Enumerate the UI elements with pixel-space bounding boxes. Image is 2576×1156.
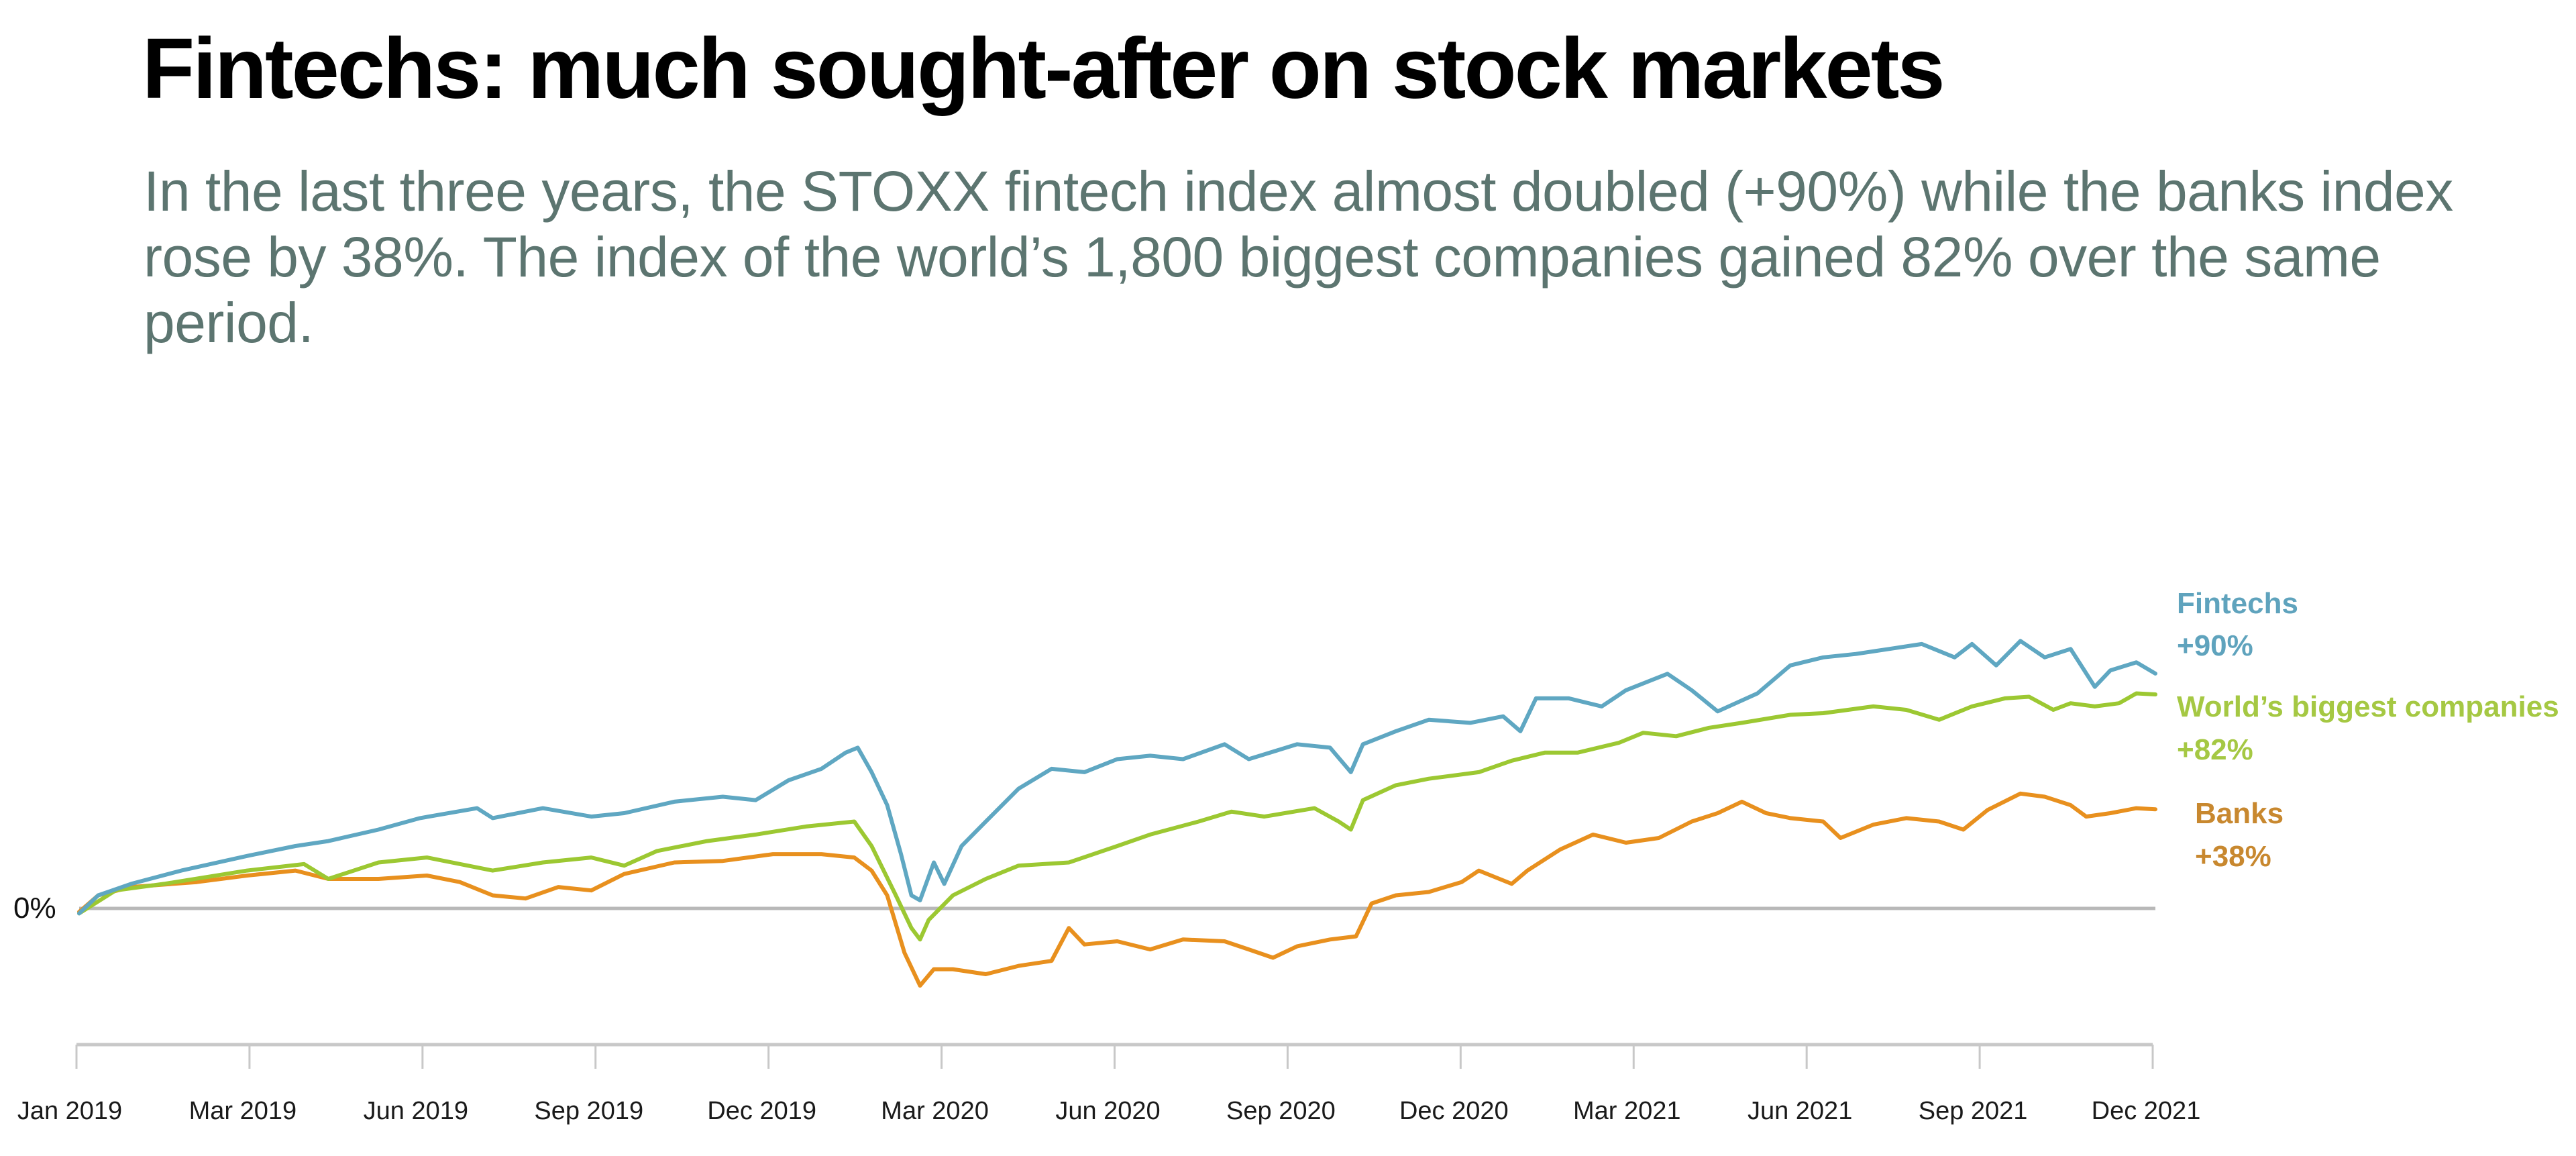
series-line-banks bbox=[77, 791, 2157, 988]
page-title: Fintechs: much sought-after on stock mar… bbox=[142, 21, 1945, 117]
x-tick-label: Dec 2021 bbox=[2092, 1097, 2201, 1125]
x-tick-label: Jun 2020 bbox=[1055, 1097, 1160, 1125]
x-tick-label: Dec 2019 bbox=[707, 1097, 816, 1125]
x-tick-label: Mar 2019 bbox=[189, 1097, 297, 1125]
x-tick-label: Dec 2020 bbox=[1399, 1097, 1509, 1125]
series-line-fintechs bbox=[77, 639, 2157, 916]
zero-percent-label: 0% bbox=[13, 892, 56, 925]
series-line-world-s-biggest-companies bbox=[77, 691, 2157, 942]
x-tick-label: Jan 2019 bbox=[17, 1097, 122, 1125]
x-tick-label: Jun 2021 bbox=[1748, 1097, 1852, 1125]
x-axis: Jan 2019 Mar 2019 Jun 2019 Sep 2019 Dec 2019… bbox=[17, 1043, 2201, 1125]
x-tick-label: Sep 2019 bbox=[534, 1097, 643, 1125]
x-tick-label: Sep 2020 bbox=[1226, 1097, 1336, 1125]
legend-value-banks: +38% bbox=[2195, 840, 2271, 873]
x-tick-label: Mar 2020 bbox=[881, 1097, 989, 1125]
legend-name-banks: Banks bbox=[2195, 797, 2284, 830]
legend-name-world-s-biggest-companies: World’s biggest companies bbox=[2177, 690, 2559, 723]
x-tick-label: Jun 2019 bbox=[364, 1097, 468, 1125]
page-subtitle: In the last three years, the STOXX finte… bbox=[144, 160, 2453, 354]
legend-name-fintechs: Fintechs bbox=[2177, 587, 2298, 620]
legend-value-fintechs: +90% bbox=[2177, 629, 2253, 662]
x-tick-label: Mar 2021 bbox=[1573, 1097, 1681, 1125]
x-tick-label: Sep 2021 bbox=[1919, 1097, 2028, 1125]
legend-value-world-s-biggest-companies: +82% bbox=[2177, 733, 2253, 766]
legend: Fintechs +90% World’s biggest companies +82… bbox=[2177, 587, 2559, 873]
series-lines bbox=[77, 639, 2157, 988]
